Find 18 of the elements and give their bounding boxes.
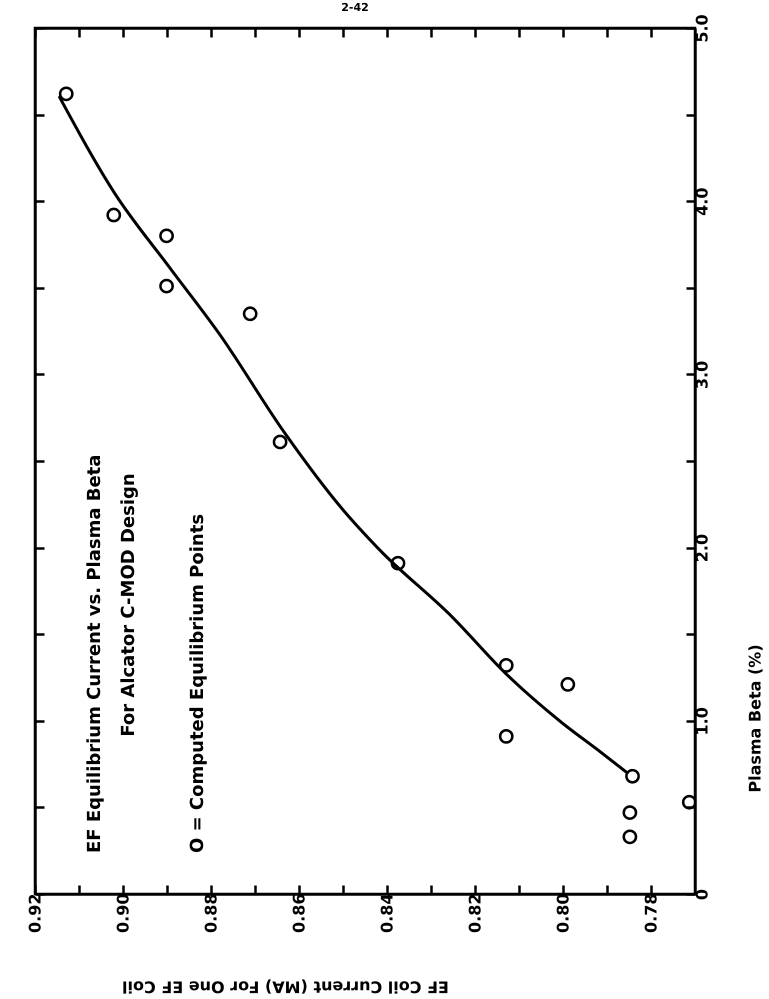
text: 2-42 — [341, 1, 369, 14]
x-axis-title: EF Coil Current (MA) For One EF Coil — [122, 978, 449, 996]
x-tick-label: 0.80 — [554, 894, 572, 933]
y-tick-label: 0 — [692, 888, 712, 900]
x-tick-label: 0.90 — [114, 894, 132, 933]
y-tick-label: 1.0 — [692, 707, 712, 736]
y-axis-title: Plasma Beta (%) — [746, 644, 764, 793]
x-tick-label: 0.88 — [202, 894, 220, 933]
y-tick-label: 5.0 — [692, 14, 712, 43]
text: For Alcator C-MOD Design — [118, 473, 139, 737]
annotation: O = Computed Equilibrium Points — [187, 514, 208, 853]
x-tick-label: 0.92 — [26, 894, 44, 933]
x-tick-label: 0.82 — [466, 894, 484, 933]
x-tick-label: 0.86 — [290, 894, 308, 933]
x-tick-label: 0.78 — [642, 894, 660, 933]
x-tick-label: 0.84 — [378, 894, 396, 933]
y-tick-label: 4.0 — [692, 188, 712, 216]
text: EF Equilibrium Current vs. Plasma Beta — [84, 454, 105, 853]
